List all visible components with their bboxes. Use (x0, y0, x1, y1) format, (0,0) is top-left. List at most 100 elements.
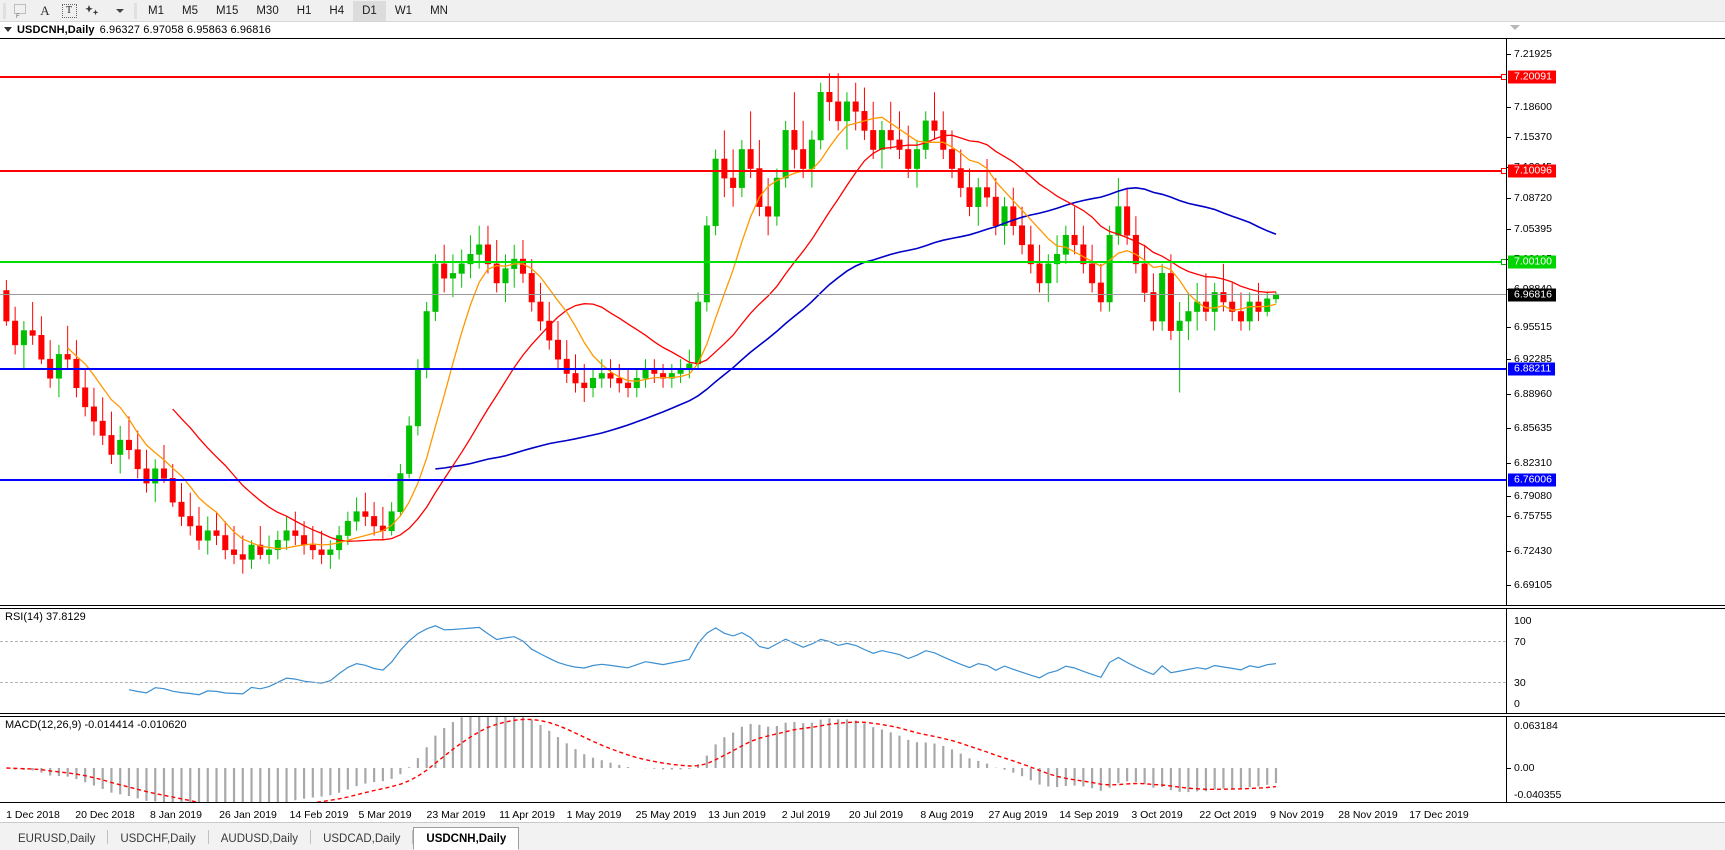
time-label-1: 20 Dec 2018 (75, 809, 135, 821)
time-label-19: 28 Nov 2019 (1338, 809, 1398, 821)
timeframe-m15[interactable]: M15 (215, 4, 239, 17)
rsi-plot-area[interactable] (0, 609, 1725, 713)
tab-divider (207, 829, 209, 844)
price-tick-14: 6.75755 (1507, 510, 1552, 522)
rsi-pane[interactable]: RSI(14) 37.8129 100 70 30 0 (0, 608, 1725, 714)
objects-dropdown-arrow[interactable] (107, 1, 131, 21)
tab-usdchf-daily[interactable]: USDCHF,Daily (120, 833, 196, 845)
time-label-9: 25 May 2019 (635, 809, 697, 821)
chart-header: USDCNH,Daily 6.96327 6.97058 6.95863 6.9… (0, 22, 1725, 37)
time-label-18: 9 Nov 2019 (1270, 809, 1324, 821)
time-label-13: 8 Aug 2019 (920, 809, 974, 821)
price-scale[interactable]: 7.21925 7.18600 7.15370 7.12045 7.08720 … (1506, 39, 1725, 605)
timeframe-h4[interactable]: H4 (329, 4, 345, 17)
chart-tab-bar: EURUSD,Daily USDCHF,Daily AUDUSD,Daily U… (0, 822, 1725, 850)
price-tick-11: 6.85635 (1507, 422, 1552, 434)
rsi-scale[interactable]: 100 70 30 0 (1506, 609, 1725, 713)
tab-audusd-daily[interactable]: AUDUSD,Daily (220, 833, 299, 845)
price-tick-4: 7.08720 (1507, 192, 1552, 204)
level-line-7-10096[interactable] (0, 168, 1507, 174)
chart-collapse-icon[interactable] (1510, 25, 1520, 30)
chart-ohlc-values: 6.96327 6.97058 6.95863 6.96816 (99, 23, 271, 36)
rsi-tick-30: 30 (1514, 677, 1526, 689)
macd-tick-zero: 0.00 (1507, 762, 1534, 774)
level-line-6-88211[interactable] (0, 368, 1506, 370)
time-label-8: 1 May 2019 (566, 809, 622, 821)
rsi-tick-70: 70 (1514, 636, 1526, 648)
price-tag-resistance-lower[interactable]: 7.10096 (1508, 164, 1556, 178)
toolbar-grip-2[interactable] (131, 0, 139, 22)
price-tick-5: 7.05395 (1507, 223, 1552, 235)
tab-usdcnh-daily[interactable]: USDCNH,Daily (413, 827, 520, 850)
level-line-7-00100[interactable] (0, 259, 1507, 265)
price-pane[interactable]: 7.21925 7.18600 7.15370 7.12045 7.08720 … (0, 38, 1725, 606)
time-label-14: 27 Aug 2019 (988, 809, 1048, 821)
rsi-line-svg (128, 625, 1277, 696)
price-tag-current: 6.96816 (1508, 288, 1556, 302)
crosshair-icon[interactable]: F (9, 1, 33, 21)
timeframe-d1[interactable]: D1 (353, 0, 386, 21)
rsi-tick-100: 100 (1514, 615, 1532, 627)
price-tick-1: 7.18600 (1507, 101, 1552, 113)
price-tick-12: 6.82310 (1507, 457, 1552, 469)
level-line-6-76006[interactable] (0, 479, 1506, 481)
chevron-down-icon (116, 8, 124, 13)
svg-text:F: F (16, 14, 20, 19)
text-label-icon[interactable]: A (40, 2, 50, 18)
price-candles-svg (3, 73, 1279, 574)
chart-menu-caret-icon[interactable] (4, 27, 12, 32)
price-tick-9: 6.92285 (1507, 353, 1552, 365)
timeframe-m30[interactable]: M30 (256, 4, 279, 17)
price-tag-resistance-upper[interactable]: 7.20091 (1508, 70, 1556, 84)
rsi-label: RSI(14) 37.8129 (5, 611, 86, 623)
price-tick-8: 6.95515 (1507, 321, 1552, 333)
time-label-12: 20 Jul 2019 (848, 809, 904, 821)
text-box-glyph: T (61, 3, 77, 18)
timeframe-w1[interactable]: W1 (394, 4, 413, 17)
chart-symbol-title: USDCNH,Daily (17, 23, 95, 36)
rsi-tick-0: 0 (1514, 698, 1520, 710)
timeframe-m1[interactable]: M1 (148, 4, 164, 17)
rsi-overbought-line (0, 641, 1506, 642)
tab-divider (310, 829, 312, 844)
timeframe-m5[interactable]: M5 (181, 4, 198, 17)
time-label-4: 14 Feb 2019 (289, 809, 349, 821)
objects-icon[interactable] (81, 1, 107, 21)
rsi-oversold-line (0, 682, 1506, 683)
macd-scale[interactable]: 0.063184 0.00 -0.040355 (1506, 717, 1725, 802)
price-plot-area[interactable] (0, 39, 1725, 605)
tab-eurusd-daily[interactable]: EURUSD,Daily (18, 833, 96, 845)
macd-plot-area[interactable] (0, 717, 1725, 802)
text-box-icon[interactable]: T (57, 1, 81, 21)
macd-svg (6, 717, 1278, 802)
toolbar-grip[interactable] (0, 0, 9, 22)
tab-divider (412, 829, 414, 844)
price-tick-16: 6.69105 (1507, 579, 1552, 591)
macd-tick-max: 0.063184 (1514, 720, 1558, 732)
level-line-7-20091[interactable] (0, 74, 1507, 80)
price-tick-2: 7.15370 (1507, 131, 1552, 143)
price-tag-support-lower[interactable]: 6.76006 (1508, 473, 1556, 487)
time-label-20: 17 Dec 2019 (1409, 809, 1469, 821)
tab-usdcad-daily[interactable]: USDCAD,Daily (323, 833, 401, 845)
price-tick-15: 6.72430 (1507, 545, 1552, 557)
macd-tick-min: -0.040355 (1514, 789, 1562, 801)
timeframe-h1[interactable]: H1 (296, 4, 312, 17)
current-price-line (0, 294, 1506, 295)
macd-pane[interactable]: MACD(12,26,9) -0.014414 -0.010620 0.0631… (0, 716, 1725, 803)
time-label-16: 3 Oct 2019 (1131, 809, 1183, 821)
time-label-2: 8 Jan 2019 (150, 809, 202, 821)
chart-window: USDCNH,Daily 6.96327 6.97058 6.95863 6.9… (0, 22, 1725, 828)
macd-label: MACD(12,26,9) -0.014414 -0.010620 (5, 719, 187, 731)
tab-divider (107, 829, 109, 844)
time-label-3: 26 Jan 2019 (219, 809, 277, 821)
timeframe-mn[interactable]: MN (430, 4, 448, 17)
price-tick-0: 7.21925 (1507, 48, 1552, 60)
time-label-5: 5 Mar 2019 (358, 809, 412, 821)
price-tag-pivot[interactable]: 7.00100 (1508, 255, 1556, 269)
time-label-7: 11 Apr 2019 (499, 809, 555, 821)
time-label-11: 2 Jul 2019 (781, 809, 831, 821)
time-label-17: 22 Oct 2019 (1199, 809, 1257, 821)
price-tag-support-upper[interactable]: 6.88211 (1508, 362, 1556, 376)
main-toolbar: F A T M1 M5 M15 M30 H1 H4 D1 W1 MN (0, 0, 1725, 22)
